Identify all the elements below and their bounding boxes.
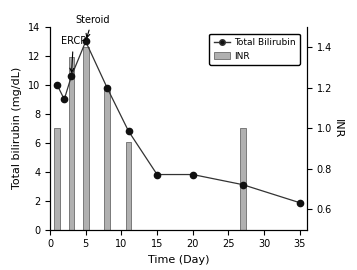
X-axis label: Time (Day): Time (Day)	[148, 255, 209, 265]
Bar	[240, 128, 246, 230]
Bar	[69, 57, 74, 230]
Text: ERCP: ERCP	[61, 36, 86, 72]
Y-axis label: INR: INR	[333, 119, 343, 138]
Text: Steroid: Steroid	[75, 15, 110, 38]
Bar	[104, 88, 110, 229]
Bar	[126, 142, 131, 230]
Legend: Total Bilirubin, INR: Total Bilirubin, INR	[210, 33, 300, 65]
Y-axis label: Total bilirubin (mg/dL): Total bilirubin (mg/dL)	[12, 67, 22, 189]
Bar	[54, 128, 60, 230]
Bar	[83, 47, 89, 230]
